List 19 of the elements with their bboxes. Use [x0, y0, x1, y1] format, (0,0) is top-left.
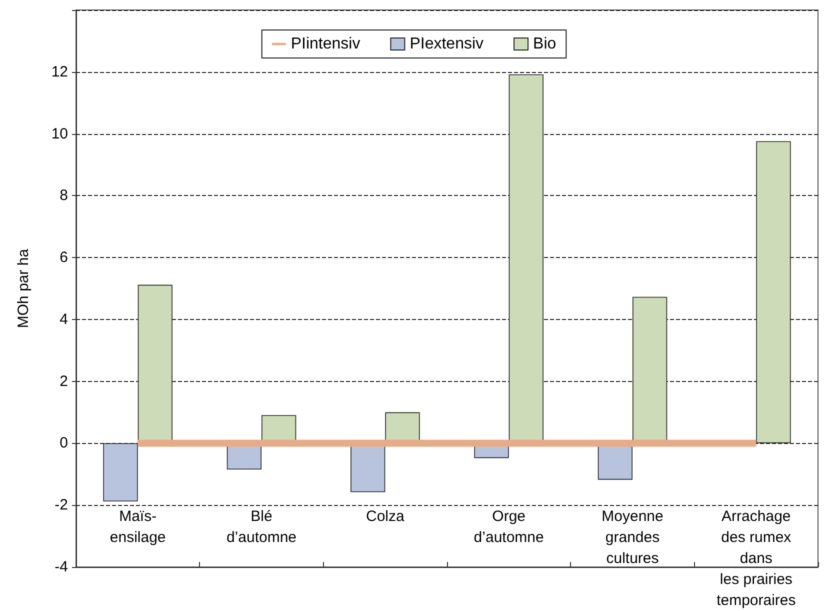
x-tick-label: Arrachage des rumex dans les prairies temporaires [716, 508, 796, 609]
y-tick-label: 10 [51, 125, 68, 142]
y-tick-label: -2 [54, 496, 68, 514]
x-tick-label: Colza [366, 508, 405, 525]
y-tick-label: 12 [51, 63, 68, 80]
y-tick-label: 0 [60, 434, 68, 452]
legend-label: PIintensiv [290, 36, 360, 52]
legend-label: PIextensiv [410, 36, 484, 52]
y-tick-label: 8 [60, 187, 68, 204]
y-tick-label: 2 [60, 372, 68, 390]
y-tick-label: -4 [54, 558, 68, 576]
x-tick-label: Moyenne grandes cultures [602, 508, 664, 567]
x-tick-label: Blé d’automne [226, 508, 297, 546]
legend-label: Bio [533, 36, 556, 52]
y-tick-label: 4 [60, 310, 68, 328]
y-axis-title: MOh par ha [15, 248, 32, 328]
y-tick-label: 6 [60, 249, 68, 266]
x-tick-label: Orge d’automne [474, 508, 544, 546]
x-tick-label: Maïs- ensilage [110, 508, 166, 546]
